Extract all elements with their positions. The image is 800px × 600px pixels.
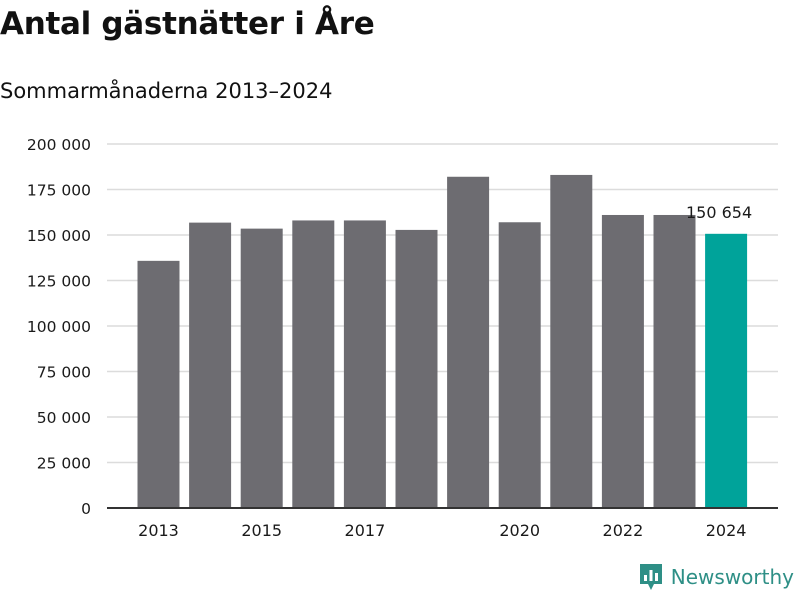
data-label: 150 654 — [686, 203, 752, 222]
bar — [292, 220, 335, 508]
bar — [189, 222, 232, 508]
bar — [395, 229, 438, 509]
x-tick-label: 2022 — [603, 521, 644, 540]
y-tick-label: 125 000 — [27, 273, 91, 291]
y-tick-label: 50 000 — [37, 409, 91, 427]
y-tick-label: 100 000 — [27, 318, 91, 336]
bar — [240, 228, 283, 508]
brand-name: Newsworthy — [670, 565, 794, 589]
bar — [447, 176, 490, 508]
x-tick-label: 2017 — [345, 521, 386, 540]
x-tick-label: 2020 — [499, 521, 540, 540]
newsworthy-logo: Newsworthy — [638, 562, 794, 592]
chart-subtitle: Sommarmånaderna 2013–2024 — [0, 79, 333, 103]
bar — [550, 174, 593, 508]
y-tick-label: 150 000 — [27, 227, 91, 245]
y-tick-label: 175 000 — [27, 182, 91, 200]
newsworthy-bar-chart-logo-icon — [639, 564, 662, 590]
y-tick-label: 25 000 — [37, 455, 91, 473]
x-tick-label: 2015 — [241, 521, 282, 540]
y-tick-label: 0 — [81, 500, 91, 518]
x-tick-label: 2013 — [138, 521, 179, 540]
x-tick-label: 2024 — [706, 521, 747, 540]
bar — [343, 220, 386, 508]
bar — [498, 222, 541, 508]
y-tick-label: 200 000 — [27, 136, 91, 154]
bar — [601, 214, 644, 509]
bar — [653, 214, 696, 509]
y-tick-label: 75 000 — [37, 364, 91, 382]
bar — [137, 260, 180, 508]
chart-title: Antal gästnätter i Åre — [0, 6, 375, 42]
bar — [705, 233, 748, 508]
